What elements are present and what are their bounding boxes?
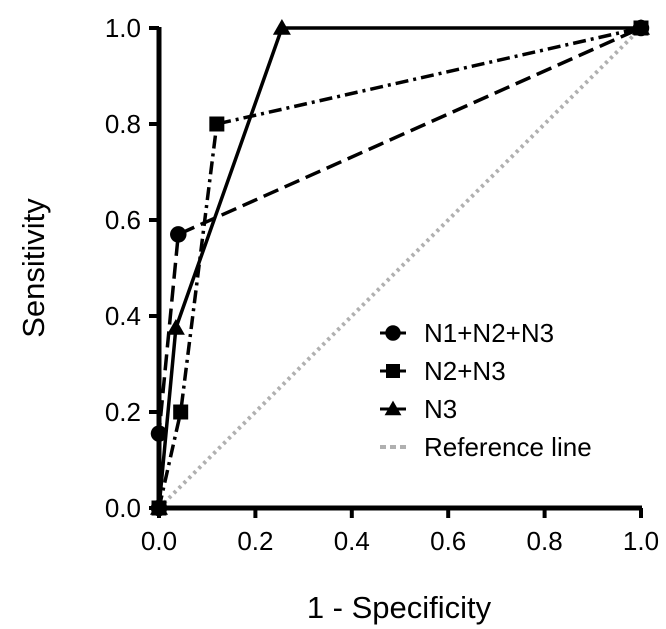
data-point-triangle <box>150 499 168 515</box>
x-tick-label: 0.4 <box>334 526 370 556</box>
data-point-triangle <box>632 19 650 35</box>
y-axis-title: Sensitivity <box>16 198 51 338</box>
y-tick-label: 0.0 <box>105 493 141 523</box>
y-tick-label: 0.8 <box>105 109 141 139</box>
legend-label: N2+N3 <box>424 356 506 386</box>
series-layer <box>150 19 650 517</box>
y-tick-label: 0.2 <box>105 397 141 427</box>
legend-marker-circle <box>385 325 401 341</box>
x-tick-label: 1.0 <box>623 526 659 556</box>
legend-label: N1+N2+N3 <box>424 318 554 348</box>
legend-label: Reference line <box>424 432 592 462</box>
data-point-circle <box>170 226 187 243</box>
legend-label: N3 <box>424 394 457 424</box>
data-point-square <box>173 404 189 420</box>
data-point-triangle <box>272 19 291 35</box>
y-tick-label: 0.6 <box>105 205 141 235</box>
x-tick-label: 0.0 <box>141 526 177 556</box>
legend: N1+N2+N3 N2+N3 N3 Reference line <box>380 318 592 462</box>
series-line-3 <box>157 26 643 510</box>
legend-marker-square <box>386 364 400 378</box>
data-point-circle <box>150 425 168 442</box>
tick-labels: 0.0 0.2 0.4 0.6 0.8 1.0 0.0 0.2 0.4 0.6 0.8 1.0 <box>105 13 659 556</box>
x-tick-label: 0.2 <box>237 526 273 556</box>
data-point-triangle <box>166 319 185 335</box>
x-tick-label: 0.8 <box>527 526 563 556</box>
x-tick-label: 0.6 <box>430 526 466 556</box>
x-axis-title: 1 - Specificity <box>307 590 492 625</box>
y-tick-label: 1.0 <box>105 13 141 43</box>
legend-marker-triangle <box>384 400 402 416</box>
series-line-2 <box>157 26 641 509</box>
reference-layer <box>157 26 643 510</box>
y-tick-label: 0.4 <box>105 301 141 331</box>
data-point-square <box>209 116 225 132</box>
